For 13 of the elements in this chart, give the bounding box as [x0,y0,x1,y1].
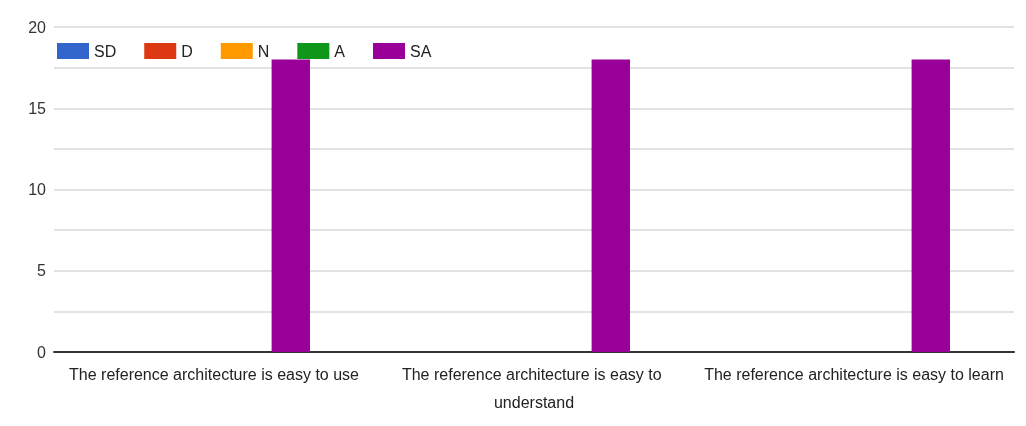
y-tick-label: 20 [28,18,47,36]
legend-label: SA [410,42,432,60]
legend-label: D [181,42,193,60]
legend-label: A [334,42,346,60]
x-tick-label: The reference architecture is easy to use [69,365,360,383]
y-tick-label: 0 [37,343,47,361]
y-tick-label: 10 [28,181,47,198]
legend-label: N [257,42,270,60]
legend-label: SD [94,42,117,60]
y-tick-label: 5 [37,262,47,280]
y-tick-label: 15 [28,99,47,117]
x-tick-label: The reference architecture is easy to learn [704,365,1004,383]
x-tick-label: The reference architecture is easy to understand [401,365,667,411]
